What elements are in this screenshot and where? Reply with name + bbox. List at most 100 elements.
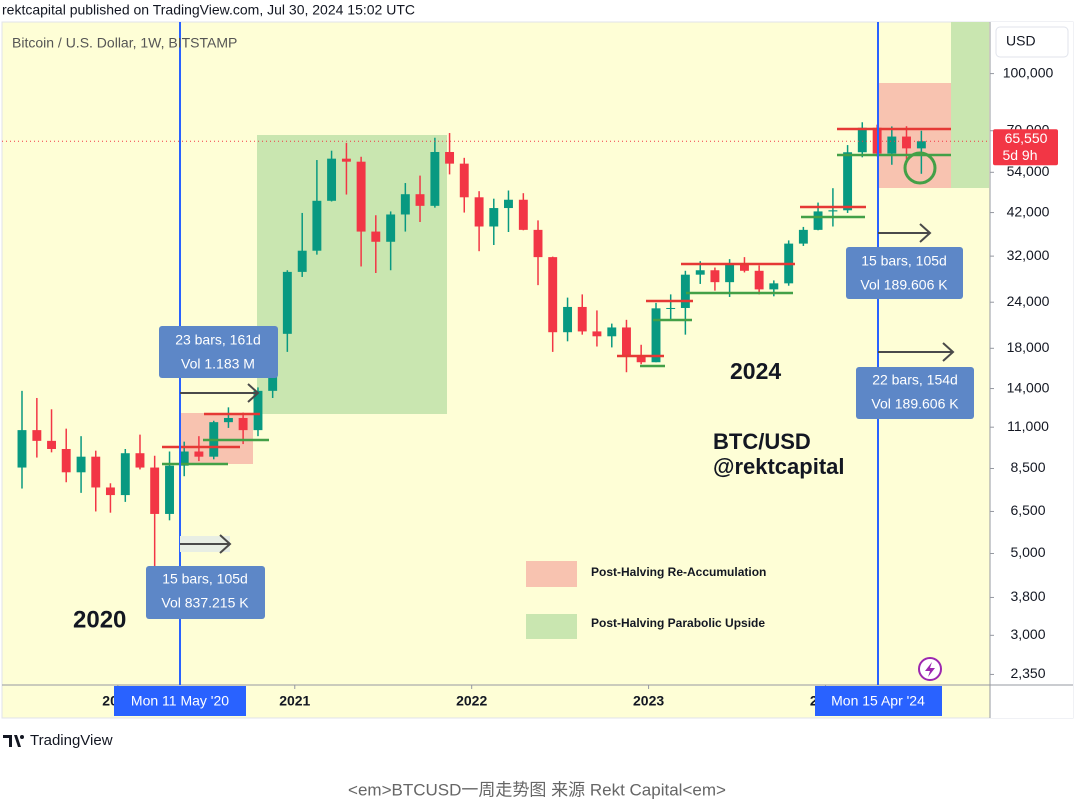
caption: <em>BTCUSD一周走势图 来源 Rekt Capital<em> — [348, 780, 726, 799]
candle-body — [445, 151, 455, 164]
y-tick-label: 24,000 — [1007, 293, 1050, 309]
candle-body — [725, 263, 735, 283]
candle-body — [238, 417, 248, 431]
candle-body — [282, 271, 292, 334]
candle-body — [371, 231, 381, 242]
y-tick-label: 3,800 — [1010, 588, 1045, 604]
candle-body — [459, 163, 469, 198]
candle-body — [504, 199, 513, 209]
candle-body — [902, 136, 911, 149]
candle-body — [194, 451, 204, 457]
candle-body — [813, 211, 823, 230]
annotation: 22 bars, 154d — [872, 372, 958, 388]
zone — [951, 22, 989, 188]
candle-body — [253, 390, 263, 431]
x-tick-label: 2023 — [633, 693, 664, 709]
candle-body — [61, 448, 71, 473]
y-tick-label: 5,000 — [1010, 544, 1045, 560]
currency-button[interactable] — [995, 26, 1069, 58]
arrows — [180, 223, 955, 554]
x-tick-label: 2021 — [279, 693, 310, 709]
levels — [162, 127, 951, 466]
candle-body — [165, 465, 174, 514]
candle-body — [135, 453, 145, 468]
annotation: BTC/USD — [713, 429, 811, 454]
candle-body — [312, 200, 322, 251]
y-tick-label: 18,000 — [1007, 339, 1050, 355]
candle-body — [798, 229, 808, 244]
legend-label: Post-Halving Re-Accumulation — [591, 565, 766, 579]
axes: 100,00070,00054,00042,00032,00024,00018,… — [102, 64, 1053, 708]
annotation: @rektcapital — [713, 454, 845, 479]
candle-body — [489, 208, 499, 227]
crosshair-labels: Mon 11 May '20 Mon 15 Apr '24 — [114, 686, 942, 716]
candle-body — [105, 487, 115, 496]
last-price-label: 65,550 — [1005, 130, 1048, 146]
y-tick-label: 100,000 — [1003, 64, 1054, 80]
candle-body — [415, 194, 425, 206]
chart-title: Bitcoin / U.S. Dollar, 1W, BITSTAMP — [12, 35, 237, 51]
brand: TradingView — [30, 732, 113, 749]
annotation: 15 bars, 105d — [162, 571, 248, 587]
crosshair-label: Mon 11 May '20 — [131, 693, 229, 709]
last-price-box — [993, 129, 1058, 166]
candle-body — [533, 229, 543, 258]
x-tick-label: 2022 — [456, 693, 487, 709]
candle-body — [740, 263, 749, 271]
candle-body — [474, 197, 484, 227]
y-tick-label: 2,350 — [1010, 665, 1045, 681]
y-tick-label: 42,000 — [1007, 203, 1050, 219]
candle-body — [622, 327, 631, 356]
header: rektcapital published on TradingView.com… — [2, 2, 415, 18]
candle-body — [91, 456, 101, 488]
candle-body — [887, 136, 897, 154]
candle-body — [666, 307, 676, 309]
candle-body — [32, 430, 42, 441]
annotation: 23 bars, 161d — [175, 332, 261, 348]
y-tick-label: 54,000 — [1007, 163, 1050, 179]
legend-label: Post-Halving Parabolic Upside — [591, 616, 765, 630]
candle-body — [548, 257, 558, 333]
annotation: 15 bars, 105d — [861, 253, 947, 269]
icon — [918, 657, 942, 681]
candle-body — [179, 451, 189, 466]
candle-body — [828, 210, 838, 212]
zone — [879, 83, 951, 188]
candle-body — [651, 308, 661, 363]
y-tick-label: 6,500 — [1010, 502, 1045, 518]
candle-body — [754, 270, 764, 290]
annotation: Vol 189.606 K — [860, 277, 948, 293]
candle-body — [843, 152, 853, 211]
annotation: Vol 1.183 M — [181, 356, 255, 372]
candle-body — [563, 306, 573, 333]
candle-body — [120, 453, 130, 496]
annotation: 2020 — [73, 606, 126, 633]
candle-body — [857, 127, 867, 153]
candle-body — [636, 355, 646, 363]
annotation: Vol 837.215 K — [161, 595, 249, 611]
annotation: 2024 — [730, 358, 781, 384]
candle-body — [607, 327, 617, 337]
candle-body — [386, 214, 396, 242]
candle-body — [341, 158, 351, 162]
candle-body — [356, 161, 366, 232]
countdown: 5d 9h — [1002, 147, 1037, 163]
y-tick-label: 3,000 — [1010, 626, 1045, 642]
candle-body — [223, 417, 233, 423]
candle-body — [680, 274, 690, 308]
crosshair-label: Mon 15 Apr '24 — [831, 693, 925, 709]
candle-body — [327, 158, 337, 201]
candle-body — [916, 141, 926, 149]
candle-body — [297, 250, 307, 272]
annotation: Vol 189.606 K — [871, 396, 959, 412]
candle-body — [150, 467, 160, 514]
y-tick-label: 8,500 — [1010, 459, 1045, 475]
candle-body — [769, 283, 779, 290]
candle-body — [577, 306, 587, 332]
footer-logo — [3, 735, 24, 747]
candle-body — [76, 456, 86, 473]
y-tick-label: 14,000 — [1007, 379, 1050, 395]
candle-body — [47, 440, 56, 449]
range-boxes: 23 bars, 161d Vol 1.183 M 15 bars, 105d … — [146, 247, 974, 619]
